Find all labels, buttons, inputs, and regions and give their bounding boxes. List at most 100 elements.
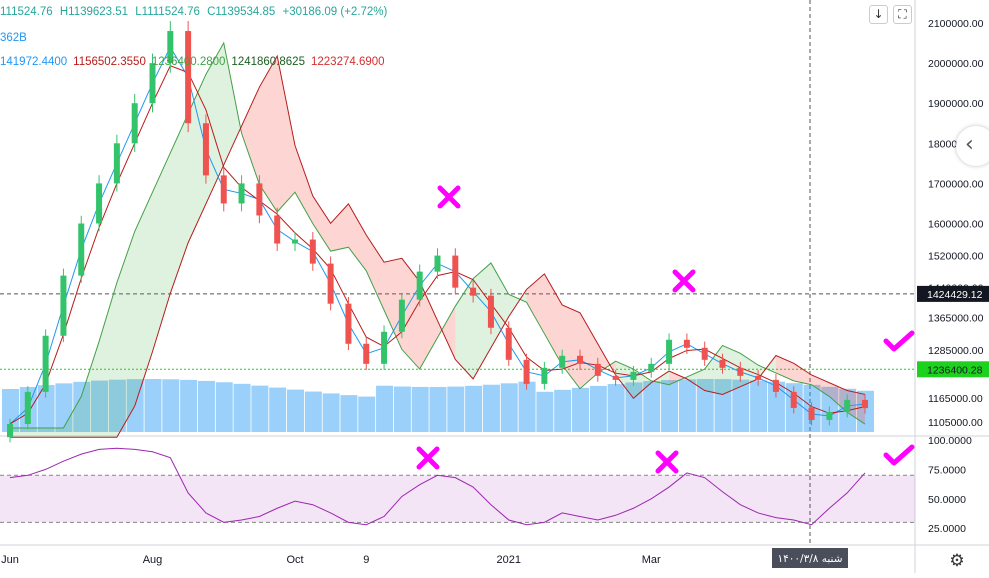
candle-body xyxy=(630,371,637,380)
candle-body xyxy=(309,239,316,264)
volume-bar xyxy=(73,381,91,432)
price-tick-label: 1520000.00 xyxy=(928,251,984,263)
candle-body xyxy=(220,175,227,204)
cloud-segment xyxy=(490,262,509,348)
cloud-segment xyxy=(544,273,563,366)
time-tick-label: 9 xyxy=(363,554,369,566)
cloud-segment xyxy=(473,262,491,379)
candle-body xyxy=(648,363,655,372)
cloud-segment xyxy=(27,427,46,438)
price-tick-label: 1285000.00 xyxy=(928,345,984,357)
candle-body xyxy=(612,375,619,380)
candle-body xyxy=(577,355,583,364)
candle-body xyxy=(772,379,779,392)
rsi-tick-label: 50.0000 xyxy=(928,494,966,506)
rsi-tick-label: 25.0000 xyxy=(928,523,966,535)
candle-body xyxy=(755,375,762,380)
candle-body xyxy=(487,295,494,328)
senkou-span-b-line xyxy=(10,54,866,438)
volume-bar xyxy=(304,391,322,432)
volume-bar xyxy=(589,385,607,432)
volume-bar xyxy=(678,379,696,432)
cloud-segment xyxy=(419,281,438,370)
scroll-down-button[interactable]: ↓ xyxy=(869,5,888,24)
candle-body xyxy=(398,299,405,332)
time-tick-label: 2021 xyxy=(497,554,521,566)
rsi-tick-label: 100.0000 xyxy=(928,435,972,447)
candle-body xyxy=(434,255,441,272)
cloud-segment xyxy=(330,203,349,252)
crosshair-price-badge xyxy=(917,285,989,302)
change-value: +30186.09 (+2.72%) xyxy=(282,6,388,18)
volume-bar xyxy=(500,383,518,432)
candle-body xyxy=(808,407,815,420)
candle-body xyxy=(790,391,797,408)
cloud-segment xyxy=(669,371,687,385)
cloud-segment xyxy=(116,231,135,438)
time-tick-label: Jun xyxy=(1,554,19,566)
cloud-segment xyxy=(580,312,598,389)
cloud-segment xyxy=(384,258,402,350)
price-axis[interactable]: 2100000.002000000.001900000.001800000.00… xyxy=(917,18,989,535)
fullscreen-button[interactable]: ⛶ xyxy=(893,5,912,24)
candles-layer xyxy=(7,21,868,443)
candle-body xyxy=(363,343,370,364)
collapse-panel-button[interactable]: ‹ xyxy=(956,126,989,166)
time-tick-label: Oct xyxy=(286,554,303,566)
candle-body xyxy=(42,335,49,392)
rsi-band xyxy=(0,475,915,523)
price-tick-label: 1365000.00 xyxy=(928,313,984,325)
cloud-segment xyxy=(348,203,367,271)
price-tick-label: 1165000.00 xyxy=(928,393,983,405)
ichimoku-value-3: 1241860.8625 xyxy=(231,56,305,68)
volume-bar xyxy=(447,386,465,432)
cloud-segment xyxy=(526,273,545,334)
cloud-segment xyxy=(152,152,171,352)
volume-bar xyxy=(536,391,554,432)
close-value: C1139534.85 xyxy=(207,6,276,18)
annotation-markers-layer xyxy=(416,185,915,474)
candle-body xyxy=(327,263,334,304)
candle-body xyxy=(505,327,512,360)
candle-body xyxy=(185,31,192,124)
ichimoku-value-4: 1223274.6900 xyxy=(310,56,385,68)
volume-bar xyxy=(162,379,180,432)
cloud-segment xyxy=(134,192,153,407)
candle-body xyxy=(78,223,85,276)
candle-body xyxy=(345,303,352,344)
x-marker-rsi-2 xyxy=(655,450,679,474)
candle-body xyxy=(826,411,833,420)
volume-bar xyxy=(732,379,750,432)
volume-bar xyxy=(180,379,198,432)
cloud-segment xyxy=(188,74,206,243)
cloud-segment xyxy=(829,382,848,413)
candle-body xyxy=(541,367,548,384)
candle-body xyxy=(7,423,13,438)
volume-bar xyxy=(393,386,411,432)
cloud-segment xyxy=(401,258,420,370)
candle-body xyxy=(256,183,263,216)
cloud-segment xyxy=(312,196,331,252)
last-price-badge xyxy=(917,361,989,378)
candle-body xyxy=(452,255,459,288)
time-axis[interactable]: JunAugOct92021MarMayشنبه ۱۴۰۰/۳/۸⚙ xyxy=(1,548,965,571)
volume-bar xyxy=(91,380,109,432)
candle-body xyxy=(149,63,156,104)
candle-body xyxy=(381,331,388,364)
volume-bar xyxy=(197,380,215,432)
volume-bar xyxy=(37,385,55,432)
gear-icon[interactable]: ⚙ xyxy=(949,551,964,571)
volume-bar xyxy=(643,381,661,432)
candle-body xyxy=(523,359,530,384)
chevron-left-icon: ‹ xyxy=(965,132,974,157)
volume-bar xyxy=(411,386,429,432)
cloud-segment xyxy=(366,234,385,311)
cloud-segment xyxy=(81,341,100,438)
cloud-segment xyxy=(633,369,652,399)
ichimoku-legend: 141972.4400 1156502.3550 1236400.2800 12418… xyxy=(0,56,391,68)
volume-bar xyxy=(322,393,340,432)
crosshair-price-label: 1424429.12 xyxy=(927,289,983,301)
volume-bar xyxy=(376,385,394,432)
